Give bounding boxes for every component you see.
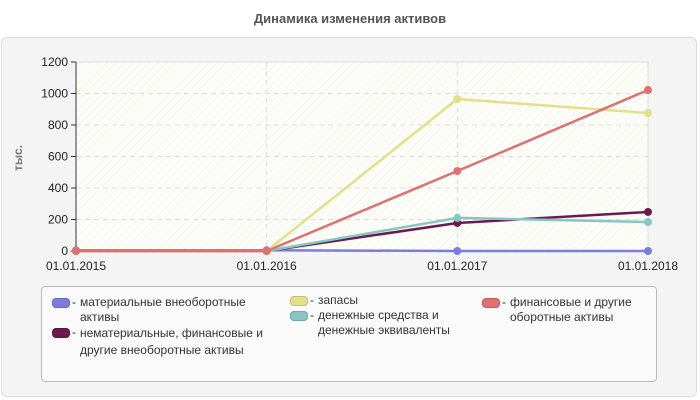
legend-label: материальные внеоборотные активы <box>80 295 246 324</box>
data-point[interactable] <box>644 86 652 95</box>
x-tick-label: 01.01.2018 <box>618 259 678 273</box>
x-tick-label: 01.01.2015 <box>46 259 106 273</box>
legend-dash: - <box>502 295 506 309</box>
legend-dash: - <box>310 293 314 307</box>
data-point[interactable] <box>644 218 652 227</box>
data-point[interactable] <box>453 247 462 255</box>
legend-label: нематериальные, финансовые и другие внео… <box>80 326 263 357</box>
y-tick-label: 800 <box>48 118 68 132</box>
legend-label: запасы <box>318 293 358 307</box>
legend-label: денежные средства и денежные эквиваленты <box>318 308 450 337</box>
legend-swatch-icon <box>290 296 308 306</box>
data-point[interactable] <box>72 247 80 255</box>
legend: - материальные внеоборотные активы - немате… <box>41 286 657 382</box>
legend-dash: - <box>310 308 314 322</box>
legend-item[interactable]: - нематериальные, финансовые и другие вне… <box>52 325 272 359</box>
legend-dash: - <box>72 325 76 339</box>
data-point[interactable] <box>262 247 271 255</box>
data-point[interactable] <box>453 95 462 104</box>
legend-item[interactable]: - финансовые и другие оборотные активы <box>482 295 652 325</box>
y-tick-label: 1000 <box>41 87 68 101</box>
legend-item[interactable]: - денежные средства и денежные эквивалент… <box>290 308 470 338</box>
x-tick-label: 01.01.2016 <box>237 259 297 273</box>
y-tick-label: 600 <box>48 150 68 164</box>
data-point[interactable] <box>644 109 652 118</box>
series-line <box>72 86 652 255</box>
y-tick-label: 1200 <box>41 55 68 69</box>
data-point[interactable] <box>644 207 652 216</box>
axes: 0 200 400 600 800 1000 1200 01.01.2015 01.01.201… <box>41 55 678 273</box>
data-point[interactable] <box>453 213 462 222</box>
legend-swatch-icon <box>482 298 500 308</box>
chart-title: Динамика изменения активов <box>253 11 447 26</box>
series-lines <box>72 86 652 255</box>
legend-swatch-icon <box>290 311 308 321</box>
y-tick-label: 200 <box>48 213 68 227</box>
legend-dash: - <box>72 295 76 309</box>
legend-item[interactable]: - запасы <box>290 293 470 308</box>
y-tick-label: 400 <box>48 181 68 195</box>
y-tick-label: 0 <box>61 244 68 258</box>
legend-item[interactable]: - материальные внеоборотные активы <box>52 295 272 325</box>
data-point[interactable] <box>453 166 462 175</box>
data-point[interactable] <box>644 247 652 255</box>
legend-label: финансовые и другие оборотные активы <box>510 295 632 324</box>
x-tick-label: 01.01.2017 <box>427 259 487 273</box>
legend-swatch-icon <box>52 328 70 338</box>
y-axis-label: тыс. <box>11 145 25 171</box>
legend-swatch-icon <box>52 298 70 308</box>
